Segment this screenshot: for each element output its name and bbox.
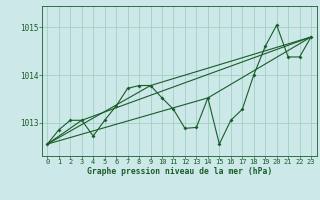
- X-axis label: Graphe pression niveau de la mer (hPa): Graphe pression niveau de la mer (hPa): [87, 167, 272, 176]
